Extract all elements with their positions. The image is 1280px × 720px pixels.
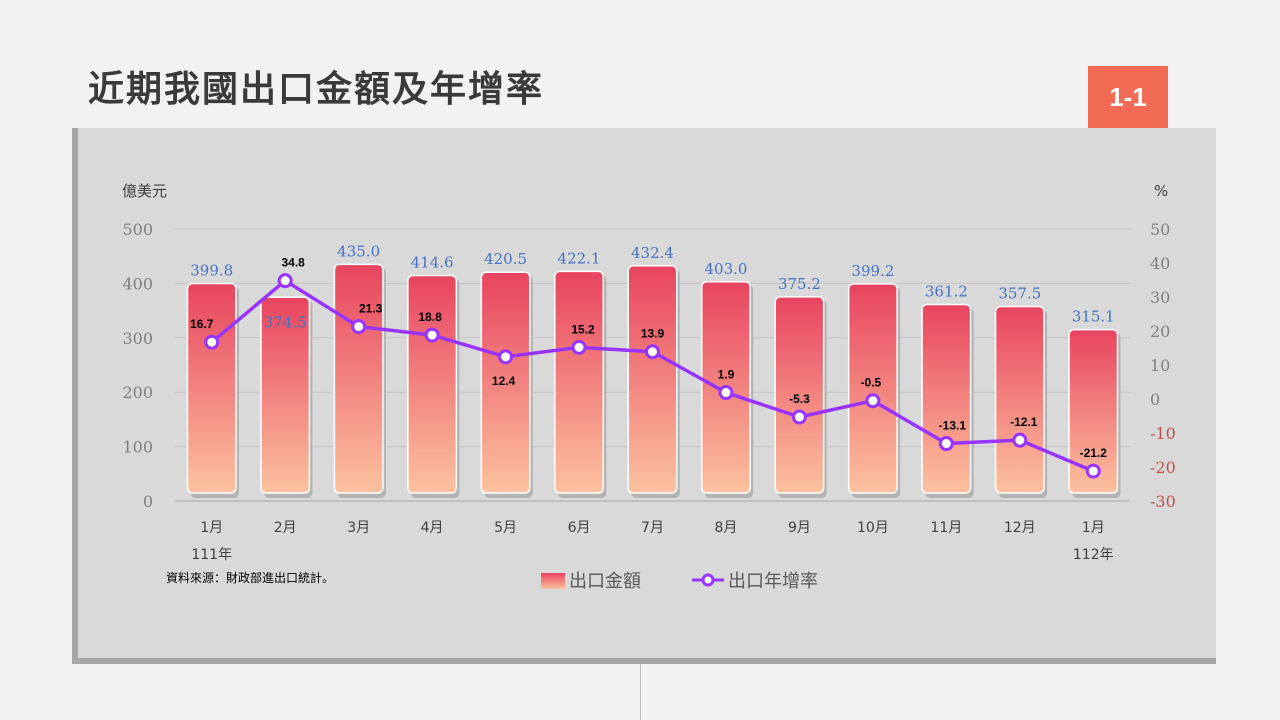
x-tick-label: 8月 (715, 520, 738, 536)
x-tick-label: 9月 (788, 520, 811, 536)
right-tick-label: -20 (1150, 458, 1176, 477)
year-label: 111年 (191, 547, 232, 563)
bar-value-label: 315.1 (1072, 308, 1115, 326)
x-tick-label: 4月 (421, 520, 444, 536)
x-tick-label: 5月 (494, 520, 517, 536)
source-note: 資料來源：財政部進出口統計。 (166, 570, 334, 585)
growth-rate-marker (424, 327, 440, 343)
bar-value-label: 403.0 (704, 260, 747, 278)
right-tick-label: -30 (1150, 492, 1176, 511)
bar-value-label: 375.2 (778, 275, 821, 293)
growth-rate-marker (351, 319, 367, 335)
bar-value-label: 432.4 (631, 244, 674, 262)
growth-rate-marker (277, 273, 293, 289)
page-title: 近期我國出口金額及年增率 (88, 69, 545, 110)
legend-bar-label: 出口金額 (569, 571, 641, 592)
left-tick-label: 400 (122, 274, 153, 293)
growth-rate-label: -21.2 (1080, 446, 1108, 460)
slide-number-badge: 1-1 (1088, 66, 1168, 128)
growth-rate-marker (571, 339, 587, 355)
growth-rate-label: 15.2 (571, 322, 595, 336)
right-axis-unit: % (1154, 182, 1168, 200)
left-axis-unit: 億美元 (122, 182, 167, 200)
growth-rate-marker (204, 334, 220, 350)
growth-rate-marker (1085, 463, 1101, 479)
x-tick-label: 3月 (347, 520, 370, 536)
left-tick-label: 200 (122, 383, 153, 402)
right-tick-label: 20 (1150, 322, 1170, 341)
export-bar (774, 296, 825, 494)
left-tick-label: 0 (143, 492, 153, 511)
export-bar (407, 274, 458, 494)
export-bar (480, 271, 531, 494)
bar-value-label: 374.5 (264, 313, 307, 331)
export-bar (627, 265, 678, 494)
growth-rate-marker (865, 393, 881, 409)
right-tick-label: 40 (1150, 254, 1170, 273)
x-tick-label: 1月 (1082, 520, 1105, 536)
bar-value-label: 399.2 (851, 262, 894, 280)
x-tick-label: 6月 (568, 520, 591, 536)
growth-rate-label: 16.7 (190, 317, 214, 331)
export-bar (1068, 328, 1119, 494)
x-tick-label: 11月 (930, 520, 962, 536)
right-tick-label: 30 (1150, 288, 1170, 307)
growth-rate-label: -5.3 (789, 392, 810, 406)
data-labels: 399.8 374.5 435.0 414.6 420.5 422.1 432.4 403.0… (190, 242, 1115, 460)
x-tick-label: 2月 (274, 520, 297, 536)
growth-rate-label: 18.8 (418, 310, 442, 324)
growth-rate-marker (791, 409, 807, 425)
left-tick-label: 500 (122, 220, 153, 239)
legend-bar-swatch (541, 573, 565, 589)
export-bar (186, 282, 237, 494)
x-tick-label: 1月 (200, 520, 223, 536)
legend-line-label: 出口年增率 (728, 571, 818, 592)
export-bar (847, 283, 898, 494)
growth-rate-label: -0.5 (861, 376, 882, 390)
growth-rate-label: -12.1 (1010, 415, 1038, 429)
bar-value-label: 414.6 (411, 253, 454, 271)
year-label: 112年 (1073, 547, 1114, 563)
bar-value-label: 361.2 (925, 283, 968, 301)
export-bar (333, 263, 384, 494)
right-tick-label: 10 (1150, 356, 1170, 375)
line-series (204, 273, 1101, 479)
right-tick-label: 50 (1150, 220, 1170, 239)
x-tick-label: 7月 (641, 520, 664, 536)
legend: 出口金額 出口年增率 (541, 571, 818, 592)
right-tick-label: -10 (1150, 424, 1176, 443)
growth-rate-marker (1012, 432, 1028, 448)
bar-value-label: 399.8 (190, 262, 233, 280)
growth-rate-marker (645, 344, 660, 360)
growth-rate-label: 21.3 (359, 302, 383, 316)
growth-rate-label: 34.8 (282, 256, 306, 270)
growth-rate-label: 13.9 (641, 327, 665, 341)
growth-rate-marker (938, 436, 954, 452)
bar-value-label: 357.5 (998, 285, 1041, 303)
growth-rate-label: 12.4 (492, 374, 516, 388)
bar-value-label: 422.1 (558, 249, 601, 267)
growth-rate-label: -13.1 (939, 419, 967, 433)
growth-rate-marker (718, 385, 734, 401)
export-bar (921, 303, 972, 494)
x-tick-label: 10月 (857, 520, 889, 536)
x-tick-label: 12月 (1004, 520, 1036, 536)
divider-line (640, 664, 641, 720)
export-bar (260, 296, 311, 494)
bar-value-label: 420.5 (484, 250, 527, 268)
bar-series (186, 263, 1121, 498)
growth-rate-marker (498, 349, 514, 365)
export-bar (994, 305, 1045, 494)
growth-rate-label: 1.9 (718, 368, 735, 382)
legend-line-marker (701, 573, 715, 587)
left-tick-label: 100 (122, 438, 153, 457)
bar-value-label: 435.0 (337, 242, 380, 260)
right-tick-label: 0 (1150, 390, 1160, 409)
export-bar (554, 270, 605, 494)
left-tick-label: 300 (122, 329, 153, 348)
